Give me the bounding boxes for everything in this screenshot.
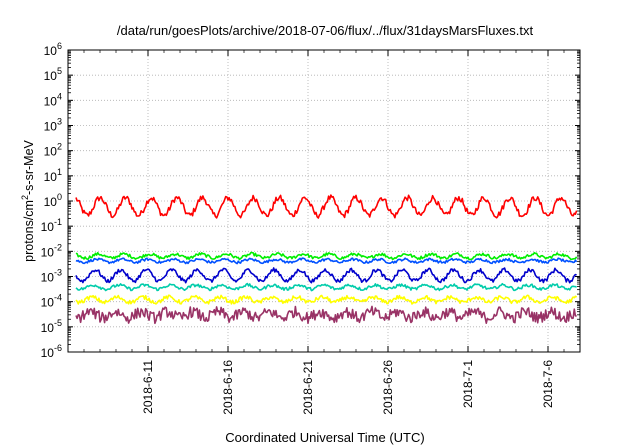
y-tick-base: 10 [41, 346, 55, 360]
y-tick-label: 106 [44, 41, 62, 58]
y-tick-exponent: 0 [57, 192, 62, 202]
y-tick-label: 10-5 [41, 318, 62, 335]
y-tick-base: 10 [41, 271, 55, 285]
y-tick-base: 10 [41, 321, 55, 335]
y-tick-exponent: 4 [57, 91, 62, 101]
y-tick-base: 10 [44, 44, 58, 58]
y-tick-exponent: 6 [57, 41, 62, 51]
y-tick-label: 104 [44, 91, 62, 108]
y-tick-exponent: -6 [54, 343, 62, 353]
y-tick-base: 10 [44, 69, 58, 83]
y-tick-base: 10 [41, 245, 55, 259]
y-axis-ticks: 10-610-510-410-310-210-11001011021031041… [41, 41, 580, 360]
y-tick-label: 103 [44, 117, 62, 134]
y-tick-exponent: -1 [54, 217, 62, 227]
x-axis-label: Coordinated Universal Time (UTC) [225, 430, 424, 445]
y-label-suffix: -s-sr-MeV [22, 139, 36, 195]
y-tick-label: 10-4 [41, 293, 62, 310]
x-tick-label: 2018-6-26 [381, 360, 395, 415]
y-tick-exponent: 1 [57, 167, 62, 177]
y-tick-base: 10 [44, 145, 58, 159]
series-group [75, 194, 578, 325]
y-tick-exponent: -2 [54, 242, 62, 252]
x-tick-label: 2018-6-16 [221, 360, 235, 415]
y-tick-label: 10-3 [41, 268, 62, 285]
y-tick-label: 105 [44, 66, 62, 83]
y-tick-base: 10 [44, 170, 58, 184]
series-line-6 [75, 294, 578, 305]
series-line-5 [75, 282, 577, 292]
series-line-2 [75, 251, 578, 261]
y-tick-label: 10-2 [41, 242, 62, 259]
series-line-3 [75, 257, 578, 265]
y-tick-label: 100 [44, 192, 62, 209]
x-tick-label: 2018-7-6 [541, 360, 555, 408]
y-tick-exponent: 2 [57, 142, 62, 152]
y-tick-label: 10-6 [41, 343, 62, 360]
series-line-1 [75, 194, 578, 219]
x-axis-ticks: 2018-6-11 2018-6-16 2018-6-21 2018-6-26 2018… [67, 50, 581, 415]
y-tick-base: 10 [41, 296, 55, 310]
series-line-4 [75, 267, 577, 284]
y-tick-exponent: -3 [54, 268, 62, 278]
y-tick-label: 101 [44, 167, 62, 184]
y-axis-label: protons/cm2-s-sr-MeV [20, 139, 36, 261]
y-tick-label: 102 [44, 142, 62, 159]
y-tick-base: 10 [44, 120, 58, 134]
x-tick-label: 2018-7-1 [461, 360, 475, 408]
y-tick-base: 10 [41, 220, 55, 234]
y-tick-exponent: 5 [57, 66, 62, 76]
chart-title: /data/run/goesPlots/archive/2018-07-06/f… [117, 23, 534, 38]
y-label-prefix: protons/cm [22, 200, 36, 262]
x-tick-label: 2018-6-21 [301, 360, 315, 415]
y-tick-exponent: 3 [57, 117, 62, 127]
x-tick-label: 2018-6-11 [141, 360, 155, 414]
y-tick-label: 10-1 [41, 217, 62, 234]
y-tick-exponent: -5 [54, 318, 62, 328]
y-tick-exponent: -4 [54, 293, 62, 303]
grid [68, 50, 580, 352]
y-tick-base: 10 [44, 94, 58, 108]
series-line-7 [75, 305, 577, 325]
y-tick-base: 10 [44, 195, 58, 209]
y-label-sup: 2 [20, 195, 30, 200]
